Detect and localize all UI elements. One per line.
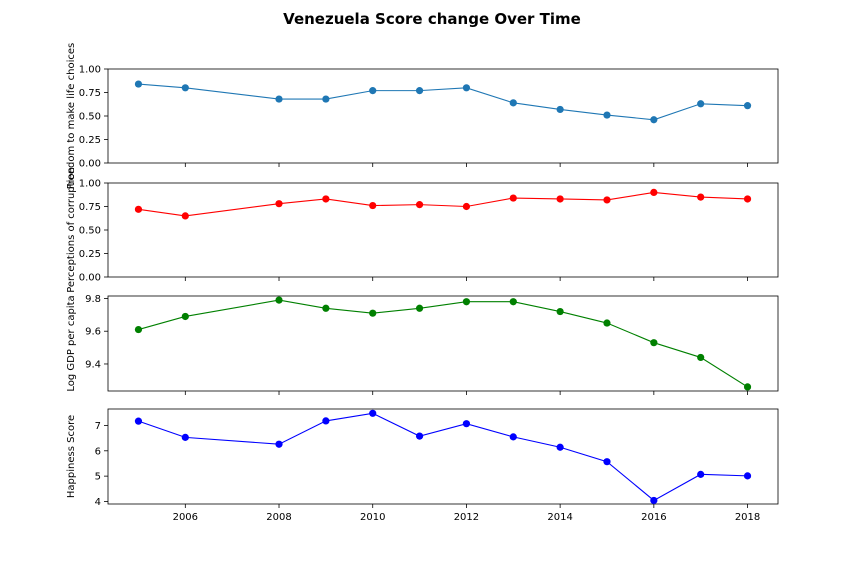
y-tick-label: 9.6 bbox=[85, 327, 101, 338]
data-point bbox=[743, 195, 752, 203]
data-point bbox=[556, 105, 564, 114]
data-point bbox=[650, 339, 658, 347]
data-point bbox=[603, 458, 611, 466]
data-point bbox=[556, 443, 564, 451]
data-point bbox=[697, 100, 705, 108]
x-tick-label: 2016 bbox=[641, 512, 666, 523]
x-tick-label: 2014 bbox=[547, 512, 572, 523]
y-tick-label: 4 bbox=[95, 497, 101, 508]
data-point bbox=[275, 440, 283, 448]
y-tick-label: 0.25 bbox=[79, 249, 101, 260]
data-point bbox=[275, 200, 283, 208]
data-point bbox=[650, 188, 658, 196]
data-point bbox=[603, 111, 611, 119]
data-point bbox=[415, 87, 424, 95]
data-point bbox=[462, 84, 471, 92]
y-tick-label: 9.4 bbox=[85, 359, 101, 370]
y-axis-label: Perceptions of corruption bbox=[66, 167, 77, 293]
data-point bbox=[369, 201, 377, 210]
y-axis-label: Happiness Score bbox=[66, 415, 77, 498]
data-point bbox=[509, 298, 517, 306]
data-point bbox=[369, 309, 377, 317]
y-tick-label: 0.75 bbox=[79, 88, 101, 99]
data-point bbox=[603, 196, 611, 204]
data-point bbox=[181, 433, 189, 441]
x-tick-label: 2018 bbox=[735, 512, 760, 523]
y-tick-label: 9.8 bbox=[85, 294, 101, 305]
y-tick-label: 1.00 bbox=[79, 179, 101, 190]
axes-frame bbox=[107, 408, 779, 505]
data-point bbox=[181, 84, 189, 92]
axes-frame bbox=[107, 295, 779, 392]
y-tick-label: 0.50 bbox=[79, 112, 101, 123]
data-point bbox=[134, 417, 143, 425]
data-point bbox=[415, 304, 424, 312]
data-point bbox=[322, 195, 330, 203]
data-point bbox=[322, 304, 330, 312]
data-point bbox=[509, 433, 517, 441]
data-point bbox=[650, 116, 658, 124]
y-tick-label: 5 bbox=[95, 472, 101, 483]
y-tick-label: 0.00 bbox=[79, 159, 101, 170]
data-point bbox=[556, 307, 564, 316]
data-point bbox=[181, 312, 189, 321]
data-point bbox=[369, 87, 377, 95]
y-tick-label: 1.00 bbox=[79, 65, 101, 76]
y-tick-label: 0.00 bbox=[79, 273, 101, 284]
data-point bbox=[275, 296, 283, 304]
y-tick-label: 0.75 bbox=[79, 202, 101, 213]
data-point bbox=[369, 409, 377, 417]
data-point bbox=[743, 102, 752, 110]
data-point bbox=[275, 95, 283, 103]
data-point bbox=[509, 99, 517, 107]
y-axis-label: Log GDP per capita bbox=[66, 295, 77, 391]
data-point bbox=[322, 417, 330, 425]
data-point bbox=[556, 195, 564, 203]
y-tick-label: 6 bbox=[95, 446, 101, 457]
y-tick-label: 7 bbox=[95, 421, 101, 432]
x-tick-label: 2010 bbox=[360, 512, 385, 523]
data-point bbox=[697, 353, 705, 362]
data-point bbox=[697, 470, 705, 478]
x-tick-label: 2012 bbox=[454, 512, 479, 523]
data-point bbox=[415, 432, 424, 440]
data-point bbox=[134, 205, 143, 213]
y-tick-label: 0.25 bbox=[79, 135, 101, 146]
data-point bbox=[322, 95, 330, 103]
data-point bbox=[134, 325, 143, 334]
data-point bbox=[697, 193, 705, 201]
data-point bbox=[134, 80, 143, 88]
y-tick-label: 0.50 bbox=[79, 226, 101, 237]
data-point bbox=[743, 472, 752, 480]
data-point bbox=[650, 496, 658, 505]
x-tick-label: 2006 bbox=[173, 512, 198, 523]
data-point bbox=[509, 194, 517, 202]
data-point bbox=[743, 383, 752, 391]
x-tick-label: 2008 bbox=[266, 512, 291, 523]
subplot-4: 4 5 6 7 2006 2008 2010 2012 2014 2016 2018 Happines… bbox=[66, 408, 779, 523]
data-point bbox=[415, 201, 424, 209]
data-point bbox=[603, 319, 611, 327]
chart-title: Venezuela Score change Over Time bbox=[283, 10, 581, 28]
subplot-3: 9.4 9.6 9.8 Log GDP per capita bbox=[66, 294, 779, 395]
data-point bbox=[462, 202, 471, 211]
data-point bbox=[462, 298, 471, 306]
data-point bbox=[462, 420, 471, 428]
y-axis-label: Freedom to make life choices bbox=[66, 43, 77, 189]
data-point bbox=[181, 212, 189, 220]
